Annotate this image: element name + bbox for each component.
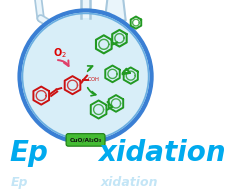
Text: CuO/Al₂O₃: CuO/Al₂O₃ — [69, 137, 102, 143]
FancyArrowPatch shape — [58, 60, 68, 66]
FancyArrowPatch shape — [88, 66, 93, 71]
Text: OOH: OOH — [88, 77, 100, 82]
Text: Ep: Ep — [11, 176, 28, 189]
Circle shape — [19, 10, 152, 143]
Text: Ep: Ep — [9, 139, 48, 167]
FancyBboxPatch shape — [66, 134, 105, 146]
Text: O$_2$: O$_2$ — [53, 46, 67, 60]
Text: xidation: xidation — [99, 139, 226, 167]
Polygon shape — [105, 0, 126, 20]
FancyArrowPatch shape — [88, 88, 96, 96]
Text: xidation: xidation — [100, 176, 158, 189]
Bar — [81, 0, 90, 18]
